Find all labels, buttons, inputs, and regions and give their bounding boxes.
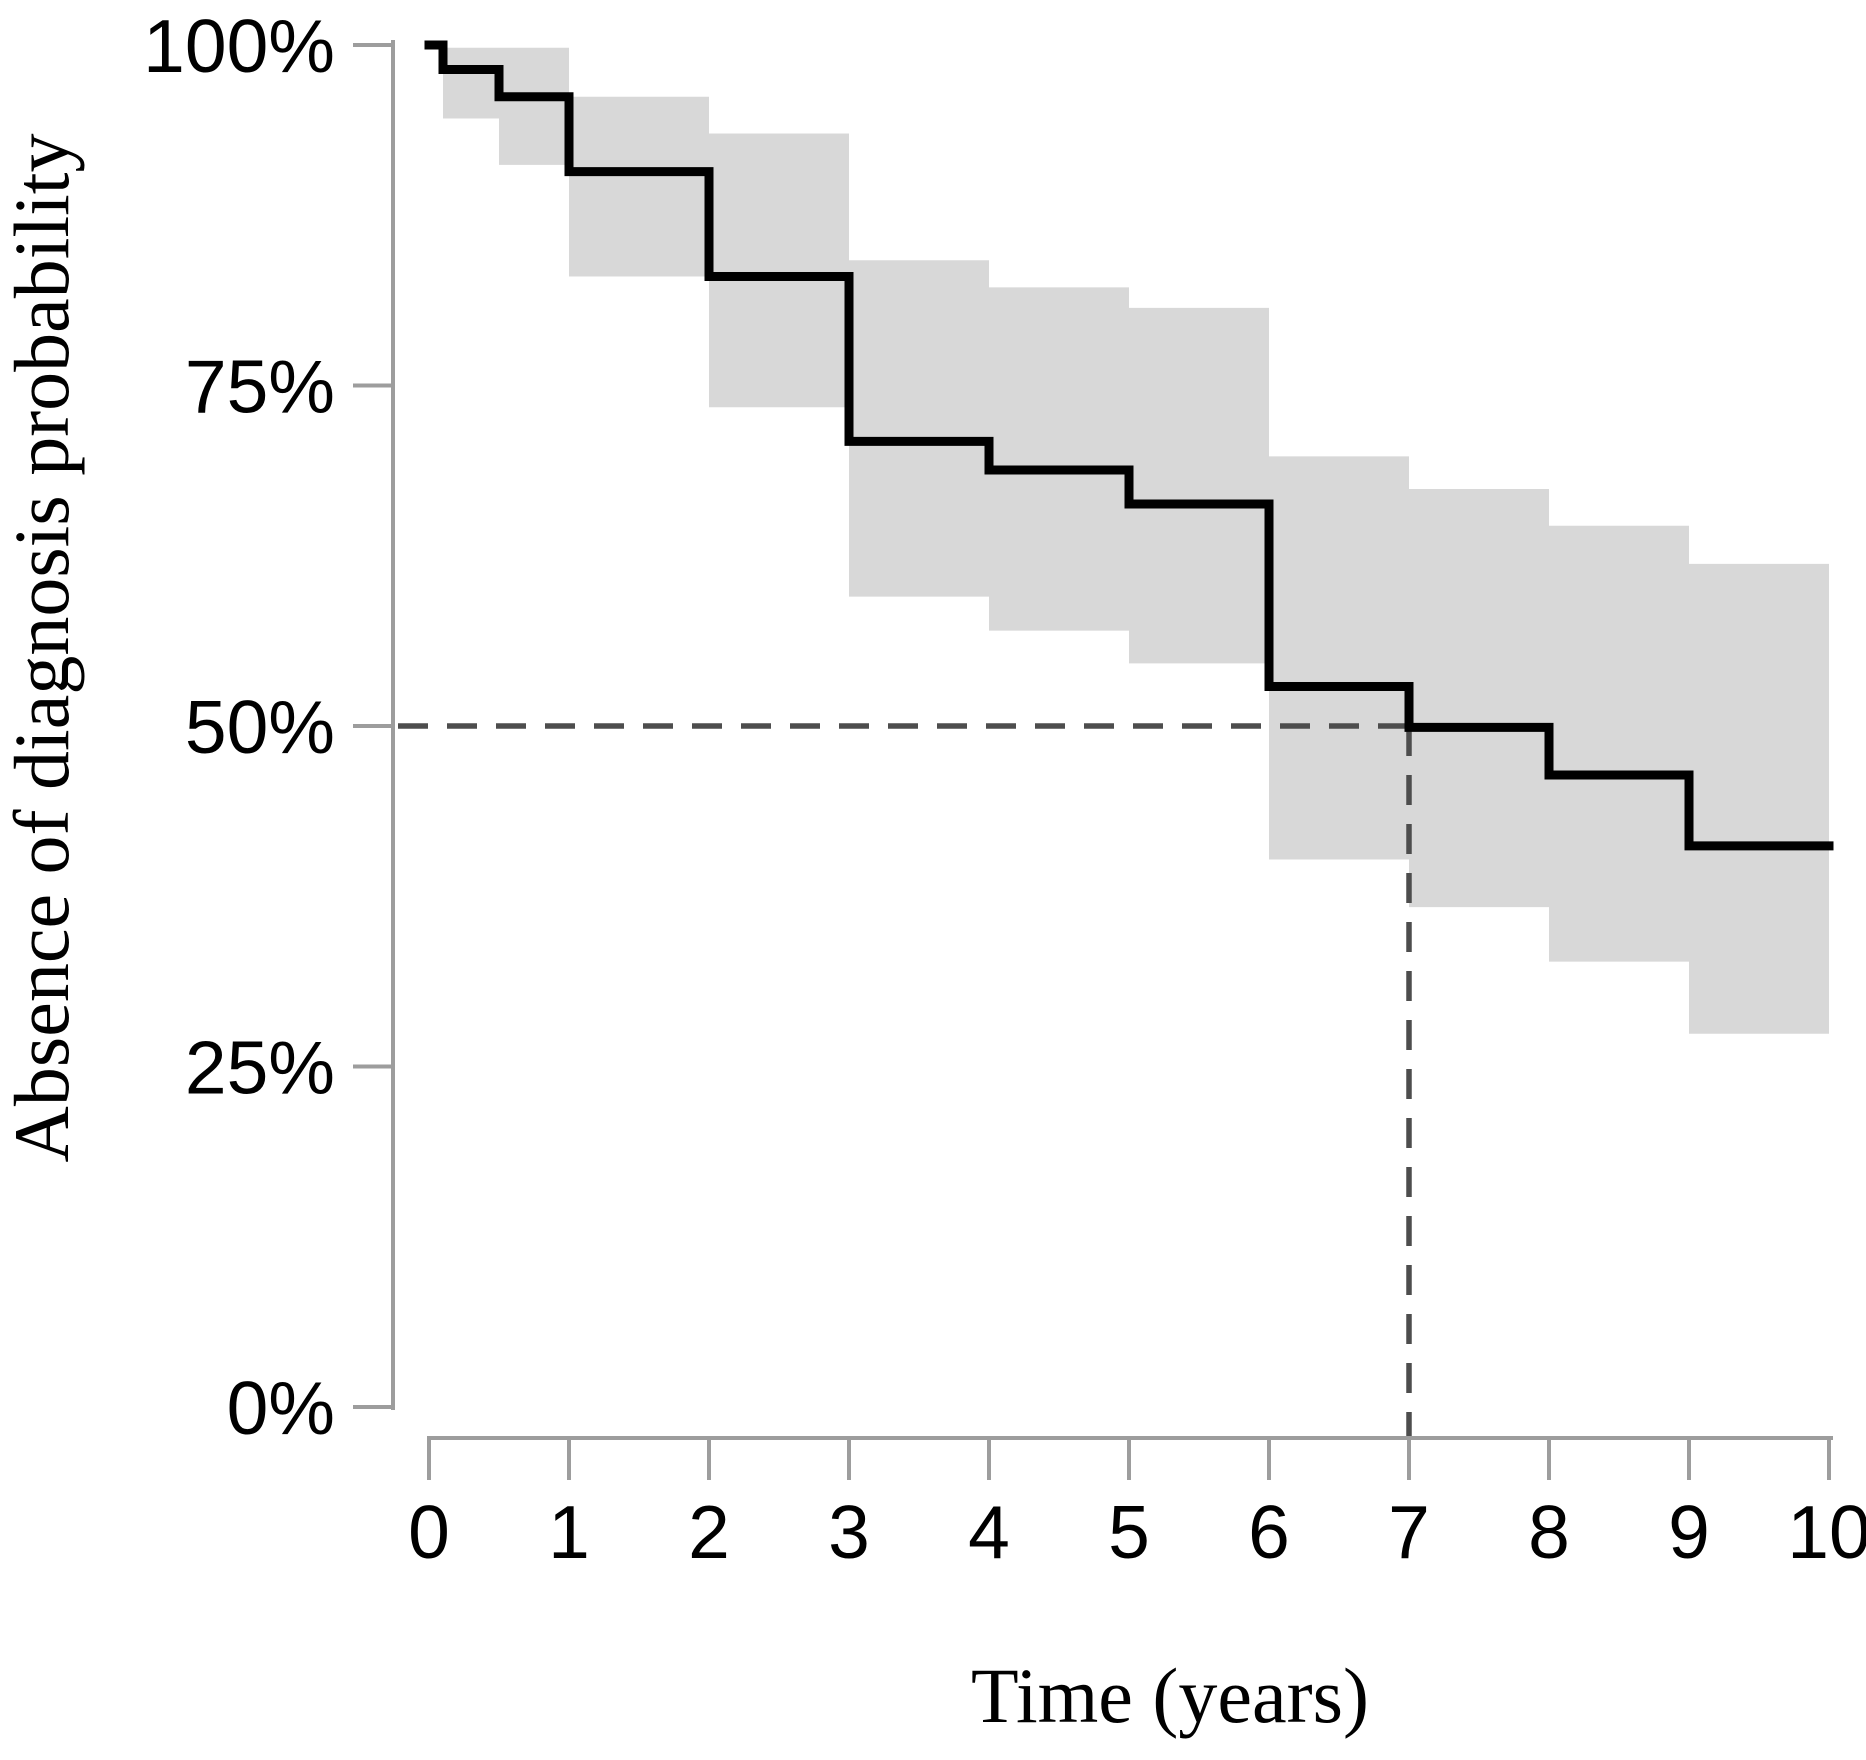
y-tick-label-0: 0% [227,1366,335,1450]
y-tick-label-25: 25% [185,1026,335,1110]
y-axis-ticks: 100% 75% 50% 25% 0% [143,4,393,1450]
x-tick-label-8: 8 [1528,1490,1570,1574]
x-tick-label-7: 7 [1388,1490,1430,1574]
survival-step-curve [424,40,1834,851]
median-guides [398,723,1412,1437]
x-tick-label-0: 0 [408,1490,450,1574]
x-axis-title: Time (years) [971,1652,1369,1739]
x-tick-label-6: 6 [1248,1490,1290,1574]
y-axis-title: Absence of diagnosis probability [0,134,85,1163]
x-tick-label-2: 2 [688,1490,730,1574]
x-tick-label-4: 4 [968,1490,1010,1574]
x-tick-label-10: 10 [1787,1490,1866,1574]
x-tick-label-5: 5 [1108,1490,1150,1574]
x-tick-label-3: 3 [828,1490,870,1574]
x-axis-ticks: 0 1 2 3 4 5 6 7 8 9 10 [408,1438,1866,1574]
x-tick-label-1: 1 [548,1490,590,1574]
y-tick-label-100: 100% [143,4,335,88]
x-tick-label-9: 9 [1668,1490,1710,1574]
axes: 100% 75% 50% 25% 0% 0 1 2 3 4 5 6 7 8 9 10 [143,4,1866,1574]
y-tick-label-75: 75% [185,345,335,429]
confidence-band [443,47,1829,1034]
y-tick-label-50: 50% [185,685,335,769]
